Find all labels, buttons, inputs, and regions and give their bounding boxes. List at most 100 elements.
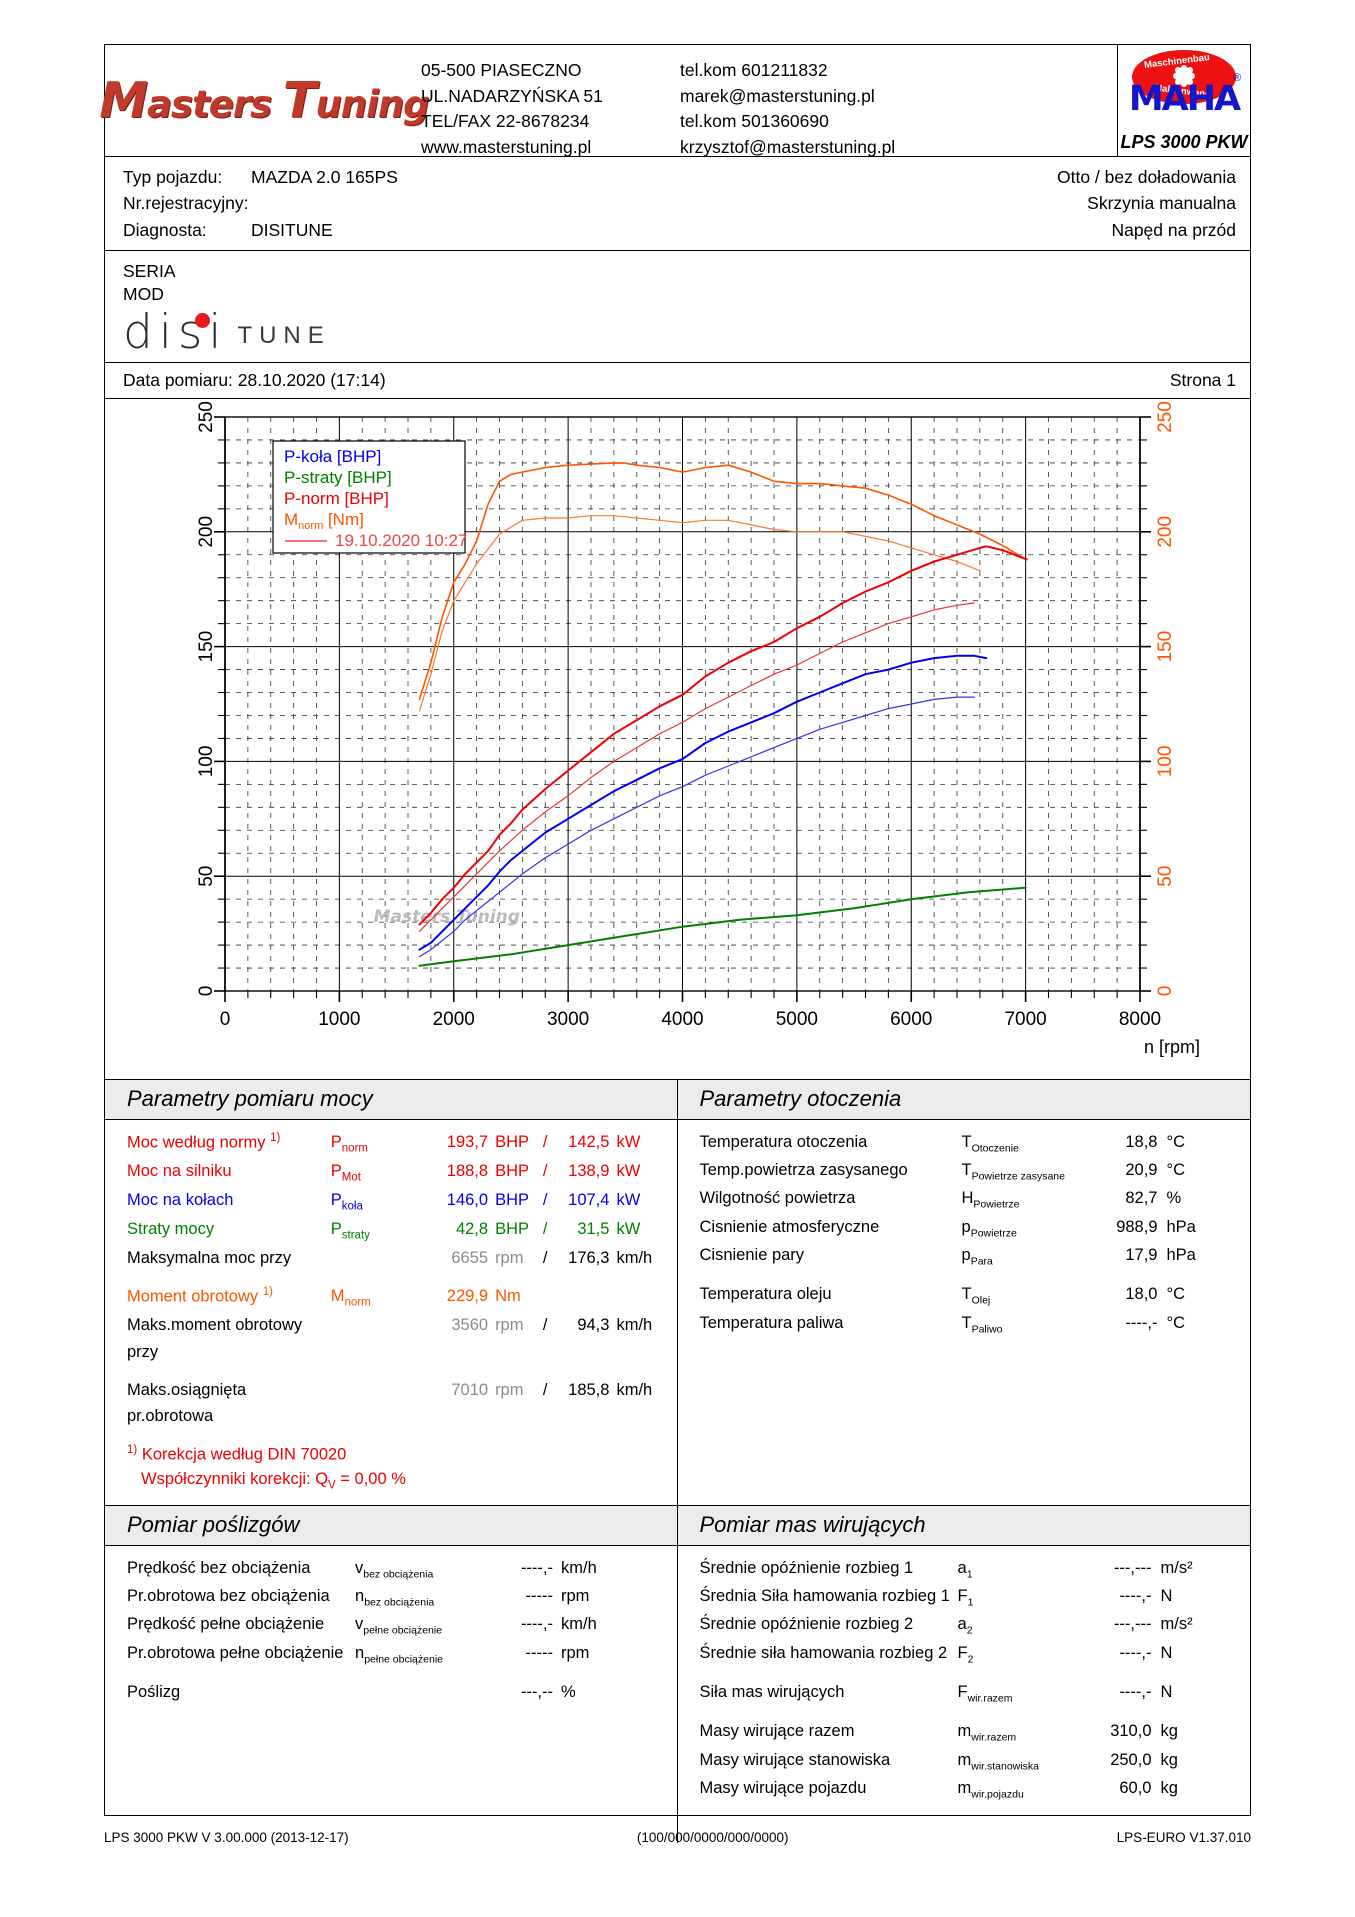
diagnostician-label: Diagnosta: bbox=[123, 219, 207, 240]
rotating-mass-panel-title: Pomiar mas wirujących bbox=[677, 1505, 1250, 1546]
power-row-label: Moment obrotowy 1) bbox=[127, 1285, 273, 1306]
power-row-value-2: 31,5 bbox=[577, 1220, 610, 1239]
power-row-value-1: 188,8 bbox=[446, 1162, 489, 1181]
mass-row-label: Masy wirujące pojazdu bbox=[699, 1778, 867, 1797]
power-row-value-1: 6655 bbox=[451, 1248, 489, 1267]
mass-row-value: 310,0 bbox=[1110, 1722, 1152, 1741]
series-line-2: MOD bbox=[123, 284, 164, 305]
mass-row-symbol: mwir.stanowiska bbox=[957, 1750, 1039, 1772]
slip-row-label: Prędkość pełne obciążenie bbox=[127, 1615, 325, 1634]
x-tick-label: 8000 bbox=[1119, 1009, 1161, 1030]
x-tick-label: 2000 bbox=[433, 1009, 475, 1030]
x-tick-label: 1000 bbox=[318, 1009, 360, 1030]
rotating-mass-panel-body: Średnie opóźnienie rozbieg 1 a1 ---,--- m/s… bbox=[678, 1546, 1251, 1813]
address-line-3: TEL/FAX 22-8678234 bbox=[421, 111, 590, 132]
chart-series-line bbox=[418, 514, 981, 712]
correction-note-line-2: Współczynniki korekcji: QV = 0,00 % bbox=[141, 1470, 406, 1492]
power-row: Maks.osiągnięta pr.obrotowa 7010 rpm / 185,8… bbox=[127, 1377, 667, 1430]
vehicle-row-type: Typ pojazdu: MAZDA 2.0 165PS Otto / bez … bbox=[123, 164, 1236, 190]
mass-row-value: ---,--- bbox=[1113, 1558, 1152, 1577]
power-row-label: Maks.moment obrotowy przy bbox=[127, 1316, 303, 1361]
power-row: Moc według normy 1) Pnorm 193,7 BHP / 142,5 kW bbox=[127, 1129, 667, 1158]
power-row-separator: / bbox=[542, 1380, 548, 1399]
mass-row-symbol: a1 bbox=[957, 1558, 973, 1581]
mass-row: Średnia Siła hamowania rozbieg 1 F1 ----,-… bbox=[700, 1583, 1241, 1611]
address-line-1: 05-500 PIASECZNO bbox=[421, 60, 582, 80]
vehicle-type-label: Typ pojazdu: bbox=[123, 167, 223, 187]
contact-line-1: tel.kom 601211832 bbox=[680, 60, 828, 80]
x-tick-label: 5000 bbox=[776, 1009, 818, 1030]
power-row-symbol: Pkoła bbox=[330, 1191, 363, 1213]
power-row-unit-1: rpm bbox=[495, 1380, 524, 1399]
chart-watermark: Masters Tuning bbox=[374, 907, 520, 927]
lower-panels-row: Pomiar poślizgów Prędkość bez obciążenia… bbox=[105, 1505, 1251, 1843]
environment-row-symbol: TPowietrze zasysane bbox=[961, 1161, 1065, 1183]
power-row-unit-2: km/h bbox=[616, 1380, 653, 1399]
environment-row-unit: °C bbox=[1166, 1313, 1186, 1332]
y-tick-label-left: 250 bbox=[196, 401, 217, 433]
chart-series-line bbox=[418, 886, 1027, 967]
environment-row-label: Temperatura oleju bbox=[699, 1285, 832, 1304]
environment-row-unit: % bbox=[1166, 1189, 1182, 1208]
chart-series-line bbox=[418, 696, 975, 957]
power-panel-title: Parametry pomiaru mocy bbox=[105, 1079, 677, 1120]
power-row: Moc na silniku PMot 188,8 BHP / 138,9 kW bbox=[127, 1158, 667, 1187]
measurement-date: Data pomiaru: 28.10.2020 (17:14) bbox=[123, 369, 386, 390]
mass-row: Średnie opóźnienie rozbieg 1 a1 ---,--- m/s… bbox=[700, 1555, 1241, 1583]
contact-line-2: marek@masterstuning.pl bbox=[680, 85, 875, 106]
y-tick-label-right: 250 bbox=[1155, 401, 1176, 433]
slip-panel-body: Prędkość bez obciążenia vbez obciążenia --… bbox=[105, 1546, 677, 1843]
mass-row-symbol: a2 bbox=[957, 1615, 973, 1637]
mass-row-label: Masy wirujące razem bbox=[699, 1722, 855, 1741]
slip-row-unit: rpm bbox=[561, 1643, 590, 1662]
registration-label: Nr.rejestracyjny: bbox=[123, 193, 249, 214]
power-row-separator: / bbox=[542, 1248, 548, 1267]
power-row: Moc na kołach Pkoła 146,0 BHP / 107,4 kW bbox=[127, 1187, 667, 1216]
x-tick-label: 4000 bbox=[661, 1009, 703, 1030]
engine-type-value: Otto / bez doładowania bbox=[1056, 167, 1236, 187]
x-tick-label: 7000 bbox=[1004, 1009, 1046, 1030]
contact-line-3: tel.kom 501360690 bbox=[680, 111, 829, 132]
power-row-label: Straty mocy bbox=[127, 1220, 215, 1239]
power-row-value-2: 107,4 bbox=[568, 1191, 610, 1210]
power-row-separator: / bbox=[542, 1220, 548, 1239]
power-row-value-1: 3560 bbox=[451, 1316, 489, 1335]
chart-legend-item: P-straty [BHP] bbox=[284, 468, 392, 487]
mass-row-unit: kg bbox=[1160, 1722, 1178, 1741]
y-tick-label-right: 0 bbox=[1155, 985, 1176, 996]
y-tick-label-left: 200 bbox=[196, 516, 217, 548]
vehicle-info-block: Typ pojazdu: MAZDA 2.0 165PS Otto / bez … bbox=[105, 157, 1250, 251]
y-tick-label-left: 50 bbox=[196, 865, 217, 886]
environment-row-label: Cisnienie pary bbox=[699, 1245, 805, 1264]
slip-row-label: Poślizg bbox=[127, 1682, 181, 1701]
mass-row-unit: m/s² bbox=[1160, 1615, 1193, 1634]
environment-row-value: 988,9 bbox=[1116, 1217, 1158, 1236]
environment-row-value: ----,- bbox=[1125, 1313, 1158, 1332]
power-row-unit-1: BHP bbox=[495, 1162, 529, 1181]
power-row-separator: / bbox=[542, 1133, 548, 1152]
environment-row: Temperatura otoczenia TOtoczenie 18,8 °C bbox=[700, 1129, 1241, 1157]
environment-row-symbol: HPowietrze bbox=[961, 1189, 1020, 1211]
address-line-2: UL.NADARZYŃSKA 51 bbox=[421, 85, 603, 106]
power-row-unit-2: kW bbox=[616, 1162, 641, 1181]
slip-row-unit: % bbox=[561, 1682, 576, 1701]
mass-row-value: ---,--- bbox=[1113, 1615, 1152, 1634]
slip-row: Prędkość pełne obciążenie vpełne obciążen… bbox=[127, 1611, 667, 1639]
mass-row: Siła mas wirujących Fwir.razem ----,- N bbox=[700, 1679, 1241, 1707]
power-row: Straty mocy Pstraty 42,8 BHP / 31,5 kW bbox=[127, 1216, 667, 1245]
power-row-label: Moc na silniku bbox=[127, 1162, 232, 1181]
power-row-unit-2: kW bbox=[616, 1220, 641, 1239]
environment-row-symbol: pPowietrze bbox=[961, 1217, 1017, 1239]
environment-row: Temp.powietrza zasysanego TPowietrze zasy… bbox=[700, 1157, 1241, 1185]
environment-row-symbol: TOlej bbox=[961, 1285, 991, 1307]
power-row-separator: / bbox=[542, 1316, 548, 1335]
environment-row-value: 18,8 bbox=[1125, 1132, 1158, 1151]
y-tick-label-right: 100 bbox=[1155, 745, 1176, 777]
disitune-logo-main: disi bbox=[123, 305, 228, 360]
mass-row-value: ----,- bbox=[1119, 1587, 1152, 1606]
slip-row: Prędkość bez obciążenia vbez obciążenia --… bbox=[127, 1555, 667, 1583]
slip-row-symbol: npełne obciążenie bbox=[355, 1643, 443, 1665]
environment-row-symbol: TPaliwo bbox=[961, 1313, 1003, 1335]
disitune-logo: disi TUNE bbox=[123, 305, 1232, 360]
x-tick-label: 3000 bbox=[547, 1009, 589, 1030]
